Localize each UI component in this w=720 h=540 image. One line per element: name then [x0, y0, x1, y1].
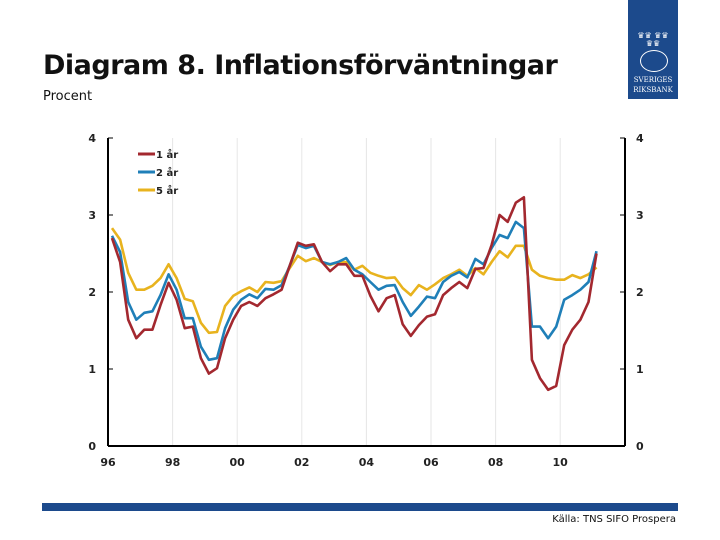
logo-text-2: RIKSBANK	[633, 86, 673, 94]
x-tick-label: 96	[100, 456, 116, 469]
riksbank-logo: ♛♛ ♛♛ ♛♛ SVERIGES RIKSBANK	[628, 0, 678, 99]
y-tick-label-left: 4	[88, 132, 96, 145]
chart-title: Diagram 8. Inflationsförväntningar	[43, 50, 558, 81]
y-tick-label-right: 3	[636, 209, 644, 222]
y-tick-label-right: 1	[636, 363, 644, 376]
chart-unit-label: Procent	[43, 89, 93, 104]
x-tick-label: 02	[294, 456, 309, 469]
x-tick-label: 98	[165, 456, 180, 469]
footer-bar	[42, 503, 678, 511]
legend-label: 2 år	[156, 166, 178, 179]
x-tick-label: 00	[230, 456, 246, 469]
y-tick-label-left: 2	[88, 286, 96, 299]
legend-label: 5 år	[156, 184, 178, 197]
legend-label: 1 år	[156, 148, 178, 161]
y-tick-label-left: 3	[88, 209, 96, 222]
x-tick-label: 08	[488, 456, 503, 469]
logo-text-1: SVERIGES	[633, 76, 673, 84]
x-tick-label: 10	[553, 456, 569, 469]
y-tick-label-right: 2	[636, 286, 644, 299]
y-tick-label-right: 4	[636, 132, 644, 145]
x-tick-label: 04	[359, 456, 375, 469]
y-tick-label-left: 1	[88, 363, 96, 376]
x-tick-label: 06	[423, 456, 439, 469]
y-tick-label-left: 0	[88, 440, 96, 453]
y-tick-label-right: 0	[636, 440, 644, 453]
series-line-1-år	[110, 196, 598, 392]
source-note: Källa: TNS SIFO Prospera	[552, 514, 676, 525]
series-line-2-år	[110, 220, 598, 362]
crowns-icon: ♛♛ ♛♛ ♛♛	[637, 31, 669, 48]
seal-icon	[640, 50, 668, 72]
